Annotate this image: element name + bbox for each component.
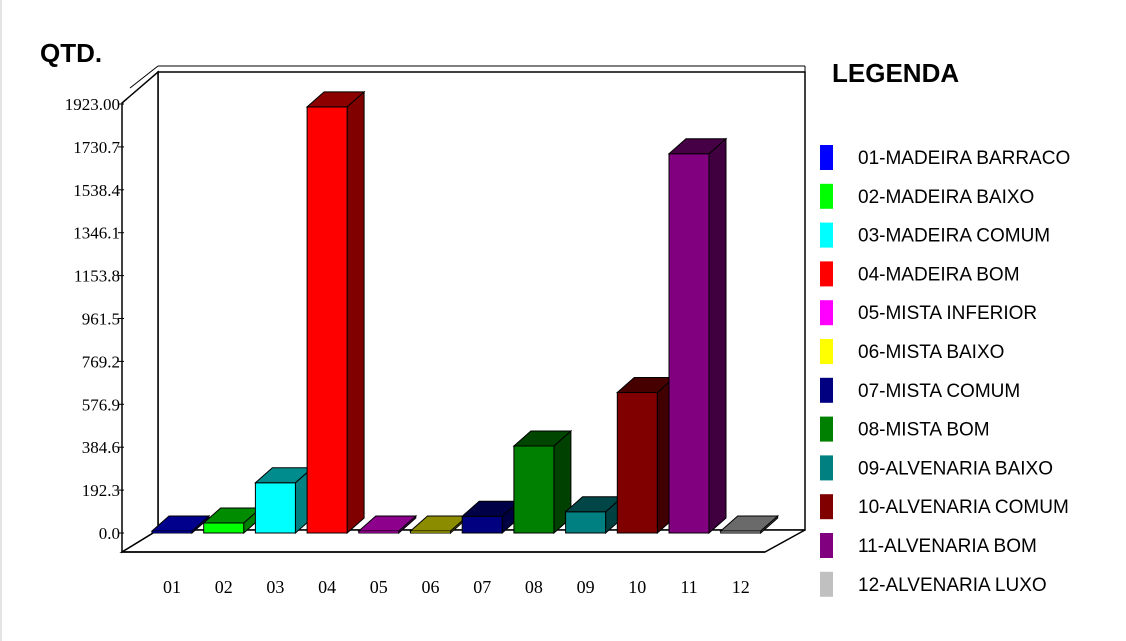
bar-top xyxy=(305,91,366,108)
bar-front xyxy=(565,511,607,534)
legend-item: 07-MISTA COMUM xyxy=(820,377,1020,403)
legend-item: 03-MADEIRA COMUM xyxy=(820,222,1050,248)
x-tick-label: 11 xyxy=(680,577,697,597)
legend-item: 09-ALVENARIA BAIXO xyxy=(820,455,1053,481)
legend-label: 08-MISTA BOM xyxy=(858,420,990,441)
legend-swatch xyxy=(820,261,833,287)
legend-title: LEGENDA xyxy=(832,58,959,88)
bar-front xyxy=(306,106,348,534)
legend-swatch xyxy=(820,339,833,364)
legend-label: 02-MADEIRA BAIXO xyxy=(858,187,1034,208)
legend-label: 05-MISTA INFERIOR xyxy=(858,303,1037,324)
x-tick-label: 02 xyxy=(215,577,233,597)
legend-item: 10-ALVENARIA COMUM xyxy=(820,494,1069,520)
legend-item: 02-MADEIRA BAIXO xyxy=(820,183,1034,209)
legend-item: 12-ALVENARIA LUXO xyxy=(820,571,1047,597)
legend-item: 06-MISTA BAIXO xyxy=(820,339,1004,364)
legend-item: 05-MISTA INFERIOR xyxy=(820,300,1037,326)
legend-swatch xyxy=(820,455,833,481)
legend-swatch xyxy=(820,416,833,442)
legend-swatch xyxy=(820,533,833,558)
x-tick-label: 07 xyxy=(473,577,491,597)
legend-swatch xyxy=(820,183,833,209)
bar-front xyxy=(461,515,503,534)
y-tick-label: 384.6 xyxy=(82,438,120,457)
bar-top xyxy=(357,515,418,532)
legend-label: 09-ALVENARIA BAIXO xyxy=(858,458,1053,479)
x-tick-label: 06 xyxy=(422,577,440,597)
bar-08 xyxy=(512,429,573,535)
bar-04 xyxy=(305,90,366,535)
legend-swatch xyxy=(820,145,833,170)
bar-side xyxy=(708,137,727,535)
legend-label: 03-MADEIRA COMUM xyxy=(858,226,1050,247)
y-tick-label: 961.5 xyxy=(82,310,120,329)
bar-top xyxy=(150,515,211,532)
bar-11 xyxy=(667,137,728,535)
legend-item: 11-ALVENARIA BOM xyxy=(820,533,1037,558)
legend-swatch xyxy=(820,571,833,597)
legend-label: 04-MADEIRA BOM xyxy=(858,264,1020,285)
y-tick-label: 192.3 xyxy=(82,481,120,500)
y-tick-label: 769.2 xyxy=(82,352,120,371)
x-tick-label: 08 xyxy=(525,577,543,597)
x-tick-label: 05 xyxy=(370,577,388,597)
bar-front xyxy=(513,445,555,534)
x-tick-label: 12 xyxy=(732,577,750,597)
bar-top xyxy=(667,138,728,155)
legend-swatch xyxy=(820,300,833,326)
x-tick-label: 09 xyxy=(577,577,595,597)
legend-item: 04-MADEIRA BOM xyxy=(820,261,1020,287)
bar-top xyxy=(512,430,573,447)
bar-05 xyxy=(357,514,418,535)
x-tick-label: 10 xyxy=(628,577,646,597)
y-tick-label: 1923.00 xyxy=(65,95,120,114)
bar-12 xyxy=(719,514,780,535)
y-tick-label: 576.9 xyxy=(82,395,120,414)
legend-label: 11-ALVENARIA BOM xyxy=(858,536,1037,557)
legend-label: 10-ALVENARIA COMUM xyxy=(858,497,1069,518)
bar-front xyxy=(254,482,296,534)
x-tick-label: 01 xyxy=(163,577,181,597)
legend-swatch xyxy=(820,222,833,248)
bar-front xyxy=(668,153,710,534)
y-axis-title: QTD. xyxy=(40,38,102,68)
y-tick-label: 1346.1 xyxy=(73,224,120,243)
legend: 01-MADEIRA BARRACO 02-MADEIRA BAIXO 03-MAD… xyxy=(820,145,1070,597)
legend-item: 01-MADEIRA BARRACO xyxy=(820,145,1070,170)
bar-01 xyxy=(150,514,211,535)
y-axis-ticks: 0.0 192.3 384.6 576.9 769.2 961.5 1153.8 1346.1… xyxy=(65,95,124,543)
bar-side xyxy=(346,90,365,535)
bar-front xyxy=(203,522,245,534)
x-tick-label: 04 xyxy=(318,577,336,597)
legend-swatch xyxy=(820,377,833,403)
bar-10 xyxy=(615,376,676,535)
legend-swatch xyxy=(820,494,833,520)
bar-03 xyxy=(254,466,314,535)
legend-label: 07-MISTA COMUM xyxy=(858,381,1020,402)
legend-label: 01-MADEIRA BARRACO xyxy=(858,148,1070,169)
legend-label: 06-MISTA BAIXO xyxy=(858,342,1004,363)
bar-front xyxy=(616,391,658,534)
legend-item: 08-MISTA BOM xyxy=(820,416,990,442)
y-tick-label: 1538.4 xyxy=(73,181,120,200)
x-tick-label: 03 xyxy=(266,577,284,597)
x-axis-labels: 01 02 03 04 05 06 07 08 09 10 11 12 xyxy=(163,577,750,597)
bars xyxy=(150,90,780,535)
y-tick-label: 1730.7 xyxy=(73,138,120,157)
legend-label: 12-ALVENARIA LUXO xyxy=(858,575,1047,596)
bar-top xyxy=(719,515,780,532)
y-tick-label: 1153.8 xyxy=(74,267,120,286)
y-tick-label: 0.0 xyxy=(99,524,120,543)
